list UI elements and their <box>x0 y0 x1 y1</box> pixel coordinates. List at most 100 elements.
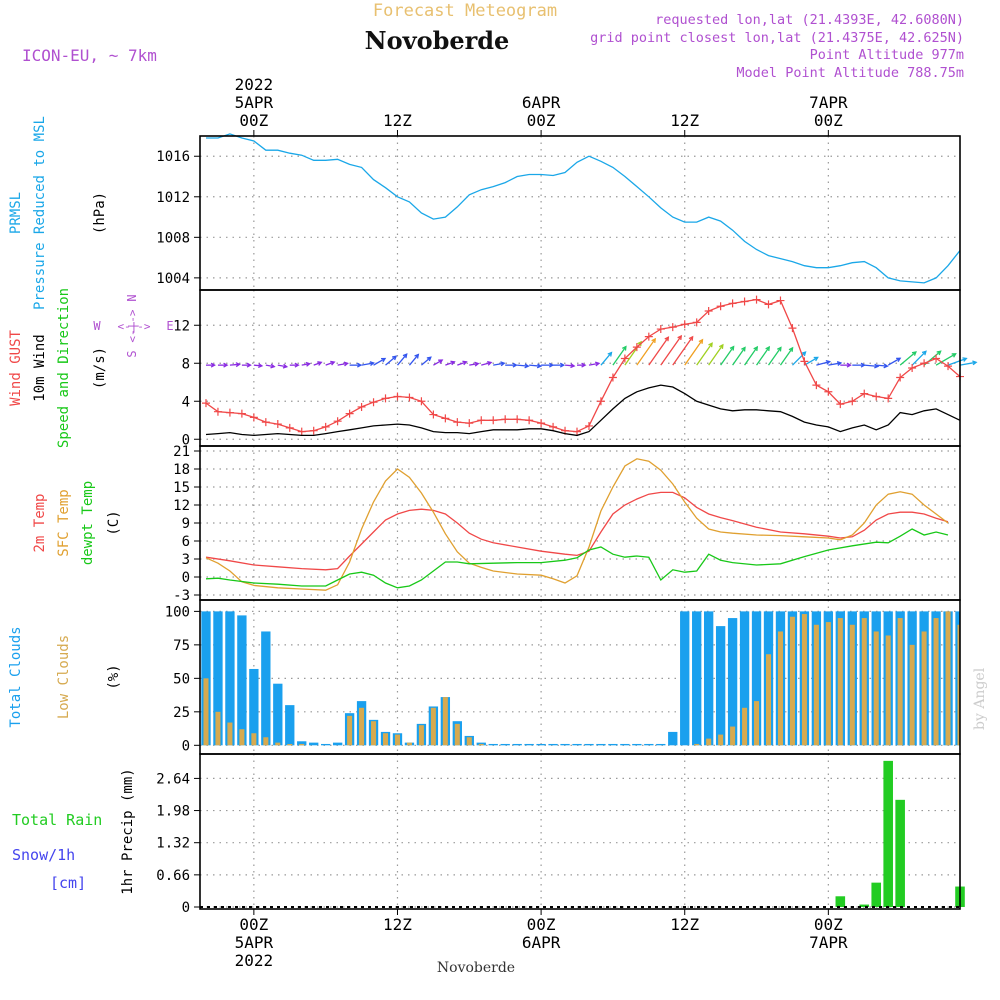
gust-marker <box>836 400 845 409</box>
bar-low-clouds <box>227 722 233 746</box>
product-title: Forecast Meteogram <box>373 1 557 21</box>
bar-rain <box>871 882 882 907</box>
gust-marker <box>309 426 318 435</box>
wind-vector <box>612 346 627 366</box>
bar-low-clouds <box>873 631 879 746</box>
bar-low-clouds <box>371 721 377 746</box>
bar-low-clouds <box>394 734 400 746</box>
gust-marker <box>549 422 558 431</box>
bar-total-clouds <box>680 611 690 746</box>
wind-vector-head <box>607 351 613 357</box>
wind-vector-head <box>664 336 670 342</box>
ytick-label-temp: 6 <box>182 534 190 550</box>
ylabel-clouds: (%) <box>106 664 122 689</box>
bar-total-clouds <box>536 743 546 746</box>
wind-vector-head <box>500 361 506 367</box>
credit-watermark: by Angel <box>972 667 988 730</box>
gust-marker <box>620 354 629 363</box>
wind-vector-head <box>474 361 480 367</box>
wind-vector <box>408 354 419 366</box>
bar-low-clouds <box>382 733 389 746</box>
ylabel-temp: 2m Temp <box>32 493 48 552</box>
requested-coords: requested lon,lat (21.4393E, 42.6080N) <box>655 12 964 28</box>
bar-total-clouds <box>285 705 295 746</box>
wind-vector-head <box>317 361 323 366</box>
ytick-label-wind: 4 <box>182 394 190 410</box>
gust-marker <box>249 413 258 422</box>
bar-low-clouds <box>801 614 807 746</box>
wind-vector-head <box>581 362 587 368</box>
bar-low-clouds <box>478 743 484 746</box>
bar-total-clouds <box>739 611 750 746</box>
gust-marker <box>357 402 366 411</box>
bar-low-clouds <box>837 618 843 746</box>
wind-vector <box>517 364 529 367</box>
wind-vector <box>420 356 432 366</box>
series-sfc-temp <box>205 458 949 591</box>
ytick-label-pressure: 1016 <box>156 149 190 165</box>
ytick-label-temp: 9 <box>182 516 190 532</box>
footer-location: Novoberde <box>437 960 515 976</box>
gust-marker <box>764 300 773 309</box>
wind-vector <box>720 346 735 366</box>
wind-vector-head <box>369 361 375 367</box>
bottom-time-label: 00Z <box>814 915 843 934</box>
gust-marker <box>465 419 474 428</box>
legend-total-rain: Total Rain <box>12 811 102 829</box>
wind-vector <box>887 357 901 366</box>
wind-vector <box>445 361 455 366</box>
wind-vector-head <box>462 360 468 366</box>
wind-vector-head <box>836 361 843 366</box>
wind-vector <box>229 363 240 366</box>
wind-vector <box>636 338 656 366</box>
top-time-label: 12Z <box>383 111 412 130</box>
wind-vector <box>911 350 927 366</box>
top-time-label: 00Z <box>814 111 843 130</box>
ylabel-temp: SFC Temp <box>56 489 72 556</box>
bar-total-clouds <box>332 742 343 746</box>
gust-marker <box>740 297 749 306</box>
bar-total-clouds <box>656 743 666 746</box>
wind-vector <box>947 357 967 366</box>
wind-vector <box>959 361 977 366</box>
bar-total-clouds <box>237 615 247 746</box>
wind-vector-head <box>753 345 759 352</box>
bar-low-clouds <box>694 743 700 746</box>
wind-vector-head <box>622 345 627 351</box>
bar-rain <box>883 760 893 907</box>
gust-marker <box>213 407 222 416</box>
wind-vector-head <box>305 361 312 367</box>
bar-total-clouds <box>321 743 331 746</box>
bar-low-clouds <box>263 737 269 746</box>
gust-marker <box>812 381 821 390</box>
wind-vector <box>767 347 782 366</box>
bar-low-clouds <box>359 707 365 746</box>
bar-low-clouds <box>454 723 460 746</box>
wind-vector-head <box>801 351 807 357</box>
wind-vector <box>325 361 335 366</box>
gust-marker <box>728 299 737 308</box>
wind-vector-head <box>402 353 408 359</box>
bar-total-clouds <box>715 626 726 746</box>
bar-total-clouds <box>297 741 307 746</box>
gust-marker <box>501 415 510 424</box>
bar-total-clouds <box>225 611 235 746</box>
gust-marker <box>932 354 941 363</box>
bar-low-clouds <box>777 631 783 746</box>
wind-vector-head <box>874 363 880 369</box>
wind-vector-head <box>512 362 518 368</box>
bar-low-clouds <box>466 737 472 746</box>
wind-vector-head <box>235 362 241 368</box>
wind-vector-head <box>356 362 363 368</box>
wind-vector <box>361 362 374 366</box>
wind-vector-head <box>426 356 432 362</box>
wind-vector <box>385 355 397 366</box>
gust-marker <box>573 427 582 436</box>
wind-vector-head <box>524 363 530 369</box>
gust-marker <box>860 389 869 398</box>
gust-marker <box>333 417 342 426</box>
bar-low-clouds <box>430 707 436 746</box>
bar-low-clouds <box>789 616 795 746</box>
wind-vector <box>600 352 612 366</box>
panel-frame-temp <box>199 445 961 601</box>
